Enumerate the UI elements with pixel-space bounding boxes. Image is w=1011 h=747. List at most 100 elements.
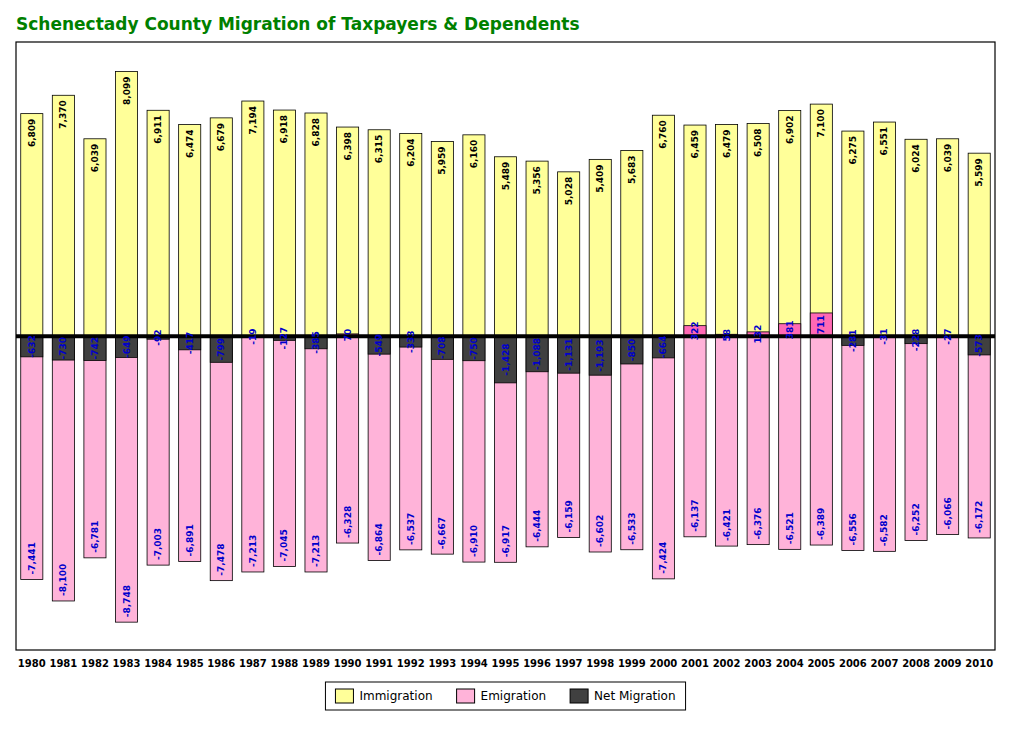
bar — [337, 336, 359, 543]
legend-swatch — [457, 689, 475, 703]
title: Schenectady County Migration of Taxpayer… — [16, 14, 580, 34]
data-label: 6,039 — [90, 144, 100, 172]
data-label: 6,679 — [216, 123, 226, 151]
data-label: 5,356 — [532, 166, 542, 194]
bar — [810, 336, 832, 545]
bar — [684, 125, 706, 336]
bar — [21, 336, 43, 357]
bar — [684, 336, 706, 537]
bar — [652, 115, 674, 336]
bar — [589, 336, 611, 552]
bar — [210, 336, 232, 362]
data-label: 6,760 — [658, 120, 668, 148]
tick-label: 1993 — [428, 658, 456, 669]
data-label: 58 — [722, 329, 732, 342]
bar — [431, 336, 453, 554]
bar — [589, 159, 611, 336]
legend-box — [325, 682, 685, 710]
data-label: 6,315 — [374, 135, 384, 163]
tick-label: 2009 — [934, 658, 962, 669]
data-label: 6,508 — [753, 128, 763, 156]
tick-label: 2006 — [839, 658, 867, 669]
bar — [242, 101, 264, 336]
bar — [21, 336, 43, 579]
data-label: 5,489 — [501, 162, 511, 190]
bar — [526, 161, 548, 336]
bar — [652, 336, 674, 579]
tick-label: 1983 — [113, 658, 141, 669]
bar — [368, 336, 390, 560]
tick-label: 1998 — [586, 658, 614, 669]
data-label: -7,003 — [153, 528, 163, 560]
bar — [305, 336, 327, 572]
data-label: -742 — [90, 337, 100, 360]
tick-label: 1994 — [460, 658, 488, 669]
tick-label: 1984 — [144, 658, 172, 669]
data-label: 8,099 — [122, 76, 132, 104]
tick-label: 1992 — [397, 658, 425, 669]
legend-label: Emigration — [481, 689, 547, 703]
data-label: -6,533 — [627, 513, 637, 545]
data-label: -750 — [469, 337, 479, 360]
bar — [84, 336, 106, 360]
bar — [147, 110, 169, 336]
bar — [747, 123, 769, 336]
data-label: -6,328 — [343, 506, 353, 538]
tick-label: 1985 — [176, 658, 204, 669]
data-label: -549 — [374, 334, 384, 357]
bar — [937, 336, 959, 534]
data-label: -31 — [879, 329, 889, 345]
tick-label: 1990 — [334, 658, 362, 669]
bar — [526, 336, 548, 372]
data-label: 5,599 — [974, 158, 984, 186]
data-label: -6,917 — [501, 525, 511, 557]
data-label: -6,891 — [185, 524, 195, 556]
tick-label: 1996 — [523, 658, 551, 669]
data-label: -6,444 — [532, 510, 542, 542]
data-label: -573 — [974, 334, 984, 357]
data-label: 6,551 — [879, 127, 889, 155]
data-label: -8,100 — [58, 564, 68, 596]
data-label: -708 — [437, 336, 447, 359]
data-label: 6,479 — [722, 129, 732, 157]
data-label: -281 — [848, 330, 858, 353]
bar — [84, 336, 106, 558]
bar — [431, 336, 453, 359]
data-label: 6,160 — [469, 140, 479, 168]
tick-label: 2000 — [649, 658, 677, 669]
data-label: -6,537 — [406, 513, 416, 545]
bar — [210, 336, 232, 580]
bar — [716, 336, 738, 546]
tick-label: 1980 — [18, 658, 46, 669]
data-label: -385 — [311, 331, 321, 354]
bar — [210, 118, 232, 336]
data-label: 7,370 — [58, 100, 68, 128]
tick-label: 1988 — [271, 658, 299, 669]
bars — [21, 71, 991, 622]
legend-item: Net Migration — [570, 689, 675, 703]
bar — [147, 336, 169, 565]
tick-label: 2005 — [807, 658, 835, 669]
data-label: -333 — [406, 330, 416, 353]
bar — [52, 95, 74, 336]
data-label: 6,039 — [943, 144, 953, 172]
data-label: -228 — [911, 329, 921, 352]
data-label: -7,424 — [658, 542, 668, 574]
bar — [558, 336, 580, 373]
data-label: 6,828 — [311, 118, 321, 146]
data-label: -6,389 — [816, 508, 826, 540]
bar — [905, 336, 927, 540]
data-label: 322 — [690, 322, 700, 341]
bar — [652, 336, 674, 358]
bar — [115, 336, 137, 622]
data-label: -92 — [153, 330, 163, 346]
bar — [463, 336, 485, 361]
bar — [115, 71, 137, 336]
bar — [463, 336, 485, 562]
bar — [368, 130, 390, 336]
tick-label: 1986 — [207, 658, 235, 669]
chart: Schenectady County Migration of Taxpayer… — [0, 0, 1011, 747]
bar — [337, 127, 359, 336]
bar — [400, 336, 422, 550]
bar — [494, 336, 516, 383]
